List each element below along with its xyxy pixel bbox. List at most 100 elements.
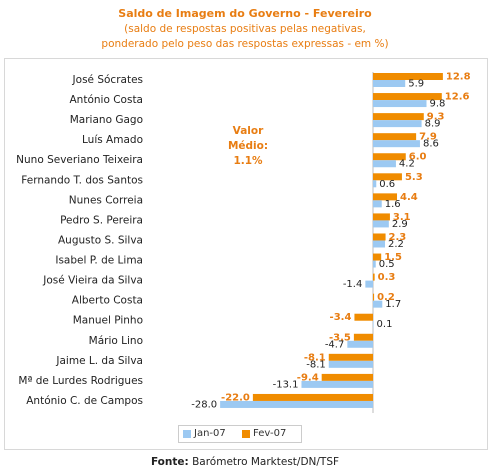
data-label-jan-07: 0.6 xyxy=(379,179,395,190)
bar-fev-07 xyxy=(373,253,382,261)
bar-jan-07 xyxy=(373,80,406,87)
data-label-fev-07: 1.5 xyxy=(384,252,402,263)
data-label-fev-07: -22.0 xyxy=(221,392,250,403)
data-label-jan-07: -28.0 xyxy=(191,399,217,410)
bar-jan-07 xyxy=(347,340,373,348)
legend: Jan-07 Fev-07 xyxy=(178,425,302,443)
data-label-fev-07: 12.6 xyxy=(445,92,470,103)
category-label: Manuel Pinho xyxy=(73,315,143,327)
bar-jan-07 xyxy=(373,160,396,168)
chart-subtitle-line-1: (saldo de respostas positivas pelas nega… xyxy=(124,23,366,35)
data-label-jan-07: -4.7 xyxy=(325,339,345,350)
category-label: António Costa xyxy=(70,94,144,106)
bar-jan-07 xyxy=(220,400,373,408)
bar-fev-07 xyxy=(373,213,390,221)
bar-fev-07 xyxy=(373,113,424,121)
bar-fev-07 xyxy=(354,313,373,321)
legend-swatch-fev xyxy=(242,430,250,438)
average-annotation-line-3: 1.1% xyxy=(233,155,263,167)
bar-fev-07 xyxy=(321,373,373,381)
data-label-jan-07: 4.2 xyxy=(399,159,415,170)
data-label-fev-07: 4.4 xyxy=(400,192,418,203)
chart-subtitle-line-2: ponderado pelo peso das respostas expres… xyxy=(101,38,389,50)
bar-fev-07 xyxy=(373,93,442,101)
legend-label-fev: Fev-07 xyxy=(253,428,287,439)
source-label: Fonte: xyxy=(150,456,189,468)
bar-jan-07 xyxy=(373,220,389,228)
data-label-jan-07: 0.1 xyxy=(377,319,393,330)
bar-jan-07 xyxy=(373,120,422,128)
category-label: José Sócrates xyxy=(72,74,143,86)
bar-jan-07 xyxy=(373,260,376,268)
data-label-fev-07: 6.0 xyxy=(409,152,427,163)
data-label-fev-07: 9.3 xyxy=(427,112,445,123)
bar-jan-07 xyxy=(373,100,427,108)
bar-jan-07 xyxy=(373,300,383,308)
category-label: Pedro S. Pereira xyxy=(60,214,143,226)
category-label: Isabel P. de Lima xyxy=(55,255,143,267)
data-label-fev-07: 5.3 xyxy=(405,172,423,183)
bar-fev-07 xyxy=(373,173,402,181)
data-label-jan-07: 1.7 xyxy=(385,299,401,310)
bar-fev-07 xyxy=(373,233,386,241)
category-label: Augusto S. Silva xyxy=(58,234,143,246)
data-label-jan-07: -13.1 xyxy=(273,379,299,390)
category-label: Alberto Costa xyxy=(72,295,143,307)
bar-fev-07 xyxy=(373,273,375,281)
bar-fev-07 xyxy=(328,353,373,361)
data-label-jan-07: 2.2 xyxy=(388,239,404,250)
data-label-jan-07: -8.1 xyxy=(306,359,326,370)
bar-jan-07 xyxy=(373,140,420,148)
data-label-fev-07: 3.1 xyxy=(393,212,411,223)
bar-fev-07 xyxy=(353,333,373,341)
data-label-jan-07: 1.6 xyxy=(385,199,401,210)
data-label-jan-07: 5.9 xyxy=(408,79,424,90)
bar-fev-07 xyxy=(373,153,406,161)
data-label-fev-07: -3.4 xyxy=(330,312,352,323)
data-label-jan-07: 0.5 xyxy=(379,259,395,270)
bar-jan-07 xyxy=(328,360,373,368)
bar-fev-07 xyxy=(373,73,443,80)
source-text: Barómetro Marktest/DN/TSF xyxy=(192,456,340,468)
source-note: Fonte: Barómetro Marktest/DN/TSF xyxy=(0,456,490,468)
chart-title: Saldo de Imagem do Governo - Fevereiro xyxy=(118,7,372,20)
plot-area-border xyxy=(4,58,488,450)
bar-fev-07 xyxy=(373,133,417,141)
category-label: Luís Amado xyxy=(82,134,143,146)
category-label: Mário Lino xyxy=(89,335,143,347)
category-label: Nunes Correia xyxy=(69,194,143,206)
data-label-jan-07: 8.9 xyxy=(425,119,441,130)
category-label: Nuno Severiano Teixeira xyxy=(16,154,143,166)
category-label: José Vieira da Silva xyxy=(42,275,143,287)
data-label-fev-07: -9.4 xyxy=(297,372,319,383)
data-label-jan-07: 9.8 xyxy=(430,99,446,110)
data-label-fev-07: -8.1 xyxy=(304,352,326,363)
average-annotation-line-2: Médio: xyxy=(227,140,269,152)
legend-swatch-jan xyxy=(183,430,191,438)
data-label-jan-07: 8.6 xyxy=(423,139,439,150)
data-label-jan-07: -1.4 xyxy=(343,279,363,290)
bar-jan-07 xyxy=(373,180,377,188)
category-label: António C. de Campos xyxy=(26,395,143,407)
bar-jan-07 xyxy=(373,320,374,328)
average-annotation-line-1: Valor xyxy=(232,125,264,137)
bar-jan-07 xyxy=(373,240,386,248)
data-label-fev-07: 12.8 xyxy=(446,72,471,83)
bar-jan-07 xyxy=(301,380,373,388)
bar-fev-07 xyxy=(373,293,375,301)
data-label-fev-07: 2.3 xyxy=(389,232,407,243)
category-label: Mariano Gago xyxy=(70,114,143,126)
bar-fev-07 xyxy=(373,193,398,201)
category-label: Mª de Lurdes Rodrigues xyxy=(18,375,143,387)
bar-jan-07 xyxy=(373,200,382,208)
category-label: Fernando T. dos Santos xyxy=(21,174,143,186)
average-annotation: Valor Médio: 1.1% xyxy=(212,124,284,169)
bar-jan-07 xyxy=(365,280,373,288)
data-label-fev-07: 7.9 xyxy=(419,132,437,143)
bar-fev-07 xyxy=(252,393,373,401)
legend-label-jan: Jan-07 xyxy=(194,428,226,439)
data-label-fev-07: 0.3 xyxy=(378,272,396,283)
data-label-fev-07: 0.2 xyxy=(377,292,395,303)
